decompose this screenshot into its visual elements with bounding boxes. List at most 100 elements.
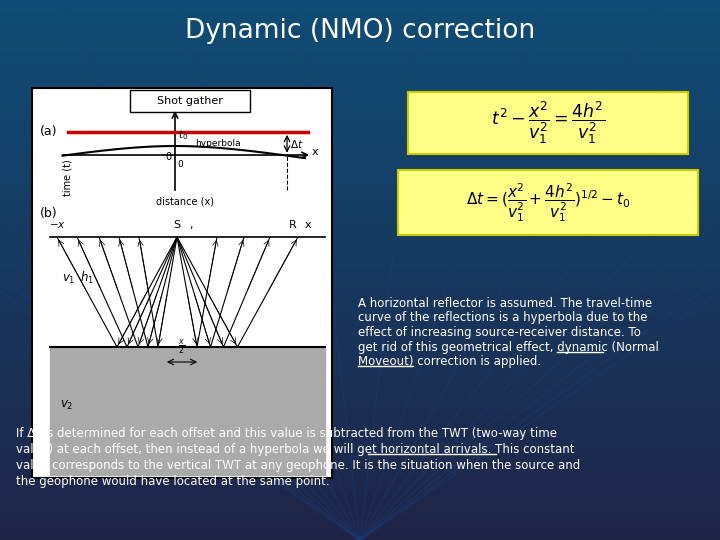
Bar (0, 37, 720, 40)
Bar (0, 245, 720, 248)
Bar (0, 210, 720, 213)
Bar (0, 447, 720, 451)
Bar (0, 345, 720, 348)
Text: curve of the reflections is a hyperbola due to the: curve of the reflections is a hyperbola … (358, 312, 647, 325)
Bar (0, 115, 720, 119)
Bar (0, 326, 720, 329)
Bar (0, 434, 720, 437)
Bar (0, 288, 720, 292)
Bar (0, 193, 720, 197)
Bar (0, 50, 720, 54)
Bar (0, 66, 720, 70)
Bar (0, 31, 720, 35)
Bar (0, 56, 720, 59)
Bar (0, 261, 720, 265)
Bar (0, 353, 720, 356)
Bar (0, 266, 720, 270)
Bar (0, 490, 720, 494)
Bar (0, 536, 720, 540)
Bar (0, 253, 720, 256)
Bar (32, 88, 332, 478)
Bar (0, 183, 720, 186)
Bar (0, 466, 720, 470)
Bar (0, 172, 720, 176)
Bar (0, 264, 720, 267)
Text: value corresponds to the vertical TWT at any geophone. It is the situation when : value corresponds to the vertical TWT at… (16, 459, 580, 472)
Bar (0, 301, 720, 305)
Bar (0, 342, 720, 346)
Bar (0, 237, 720, 240)
Bar (0, 228, 720, 232)
Text: value) at each offset, then instead of a hyperbola we will get horizontal arriva: value) at each offset, then instead of a… (16, 443, 575, 456)
Text: $t_0$: $t_0$ (178, 128, 188, 142)
Bar (0, 99, 720, 103)
Bar (0, 358, 720, 362)
Bar (0, 104, 720, 108)
Bar (0, 18, 720, 22)
Bar (0, 282, 720, 286)
Text: $h_1$: $h_1$ (80, 270, 94, 286)
Bar (0, 374, 720, 378)
Bar (0, 161, 720, 165)
Bar (0, 528, 720, 532)
Text: $\Delta t$: $\Delta t$ (290, 138, 304, 150)
Bar (0, 120, 720, 124)
Bar (0, 64, 720, 68)
Bar (0, 361, 720, 365)
Bar (0, 145, 720, 148)
Bar (0, 396, 720, 400)
Bar (0, 439, 720, 443)
Bar (0, 488, 720, 491)
Bar (0, 320, 720, 324)
Bar (0, 42, 720, 46)
Bar (0, 363, 720, 367)
Bar (0, 417, 720, 421)
Bar (0, 53, 720, 57)
Bar (0, 147, 720, 151)
Bar (0, 158, 720, 162)
Bar (0, 369, 720, 373)
Bar (0, 250, 720, 254)
Bar (0, 504, 720, 508)
Bar (0, 88, 720, 92)
Bar (0, 129, 720, 132)
Bar (0, 199, 720, 202)
Bar (0, 366, 720, 370)
Bar (0, 315, 720, 319)
Bar (0, 380, 720, 383)
Bar (0, 110, 720, 113)
Text: hyperbola: hyperbola (195, 139, 240, 148)
Bar (0, 196, 720, 200)
Bar (0, 220, 720, 224)
Bar (0, 134, 720, 138)
Bar (0, 231, 720, 235)
Text: $\Delta t = (\dfrac{x^2}{v_1^2} + \dfrac{4h^2}{v_1^2})^{1/2} - t_0$: $\Delta t = (\dfrac{x^2}{v_1^2} + \dfrac… (466, 181, 630, 224)
Bar (0, 531, 720, 535)
Bar (0, 4, 720, 8)
Bar (0, 385, 720, 389)
Bar (0, 234, 720, 238)
Bar (0, 309, 720, 313)
Bar (0, 517, 720, 521)
Text: ,: , (189, 220, 193, 230)
Bar (0, 409, 720, 413)
Bar (0, 431, 720, 435)
Bar (0, 75, 720, 78)
Bar (0, 450, 720, 454)
Bar (0, 150, 720, 154)
Bar (0, 126, 720, 130)
Text: $-x$: $-x$ (48, 220, 66, 230)
Bar (0, 458, 720, 462)
Bar (130, 90, 250, 112)
Bar (0, 399, 720, 402)
Bar (0, 123, 720, 127)
Bar (0, 93, 720, 97)
Bar (0, 463, 720, 467)
Bar (0, 493, 720, 497)
Bar (0, 58, 720, 62)
Text: the geophone would have located at the same point.: the geophone would have located at the s… (16, 475, 330, 488)
Bar (0, 401, 720, 405)
Bar (0, 323, 720, 327)
Bar (0, 480, 720, 483)
Bar (408, 92, 688, 154)
